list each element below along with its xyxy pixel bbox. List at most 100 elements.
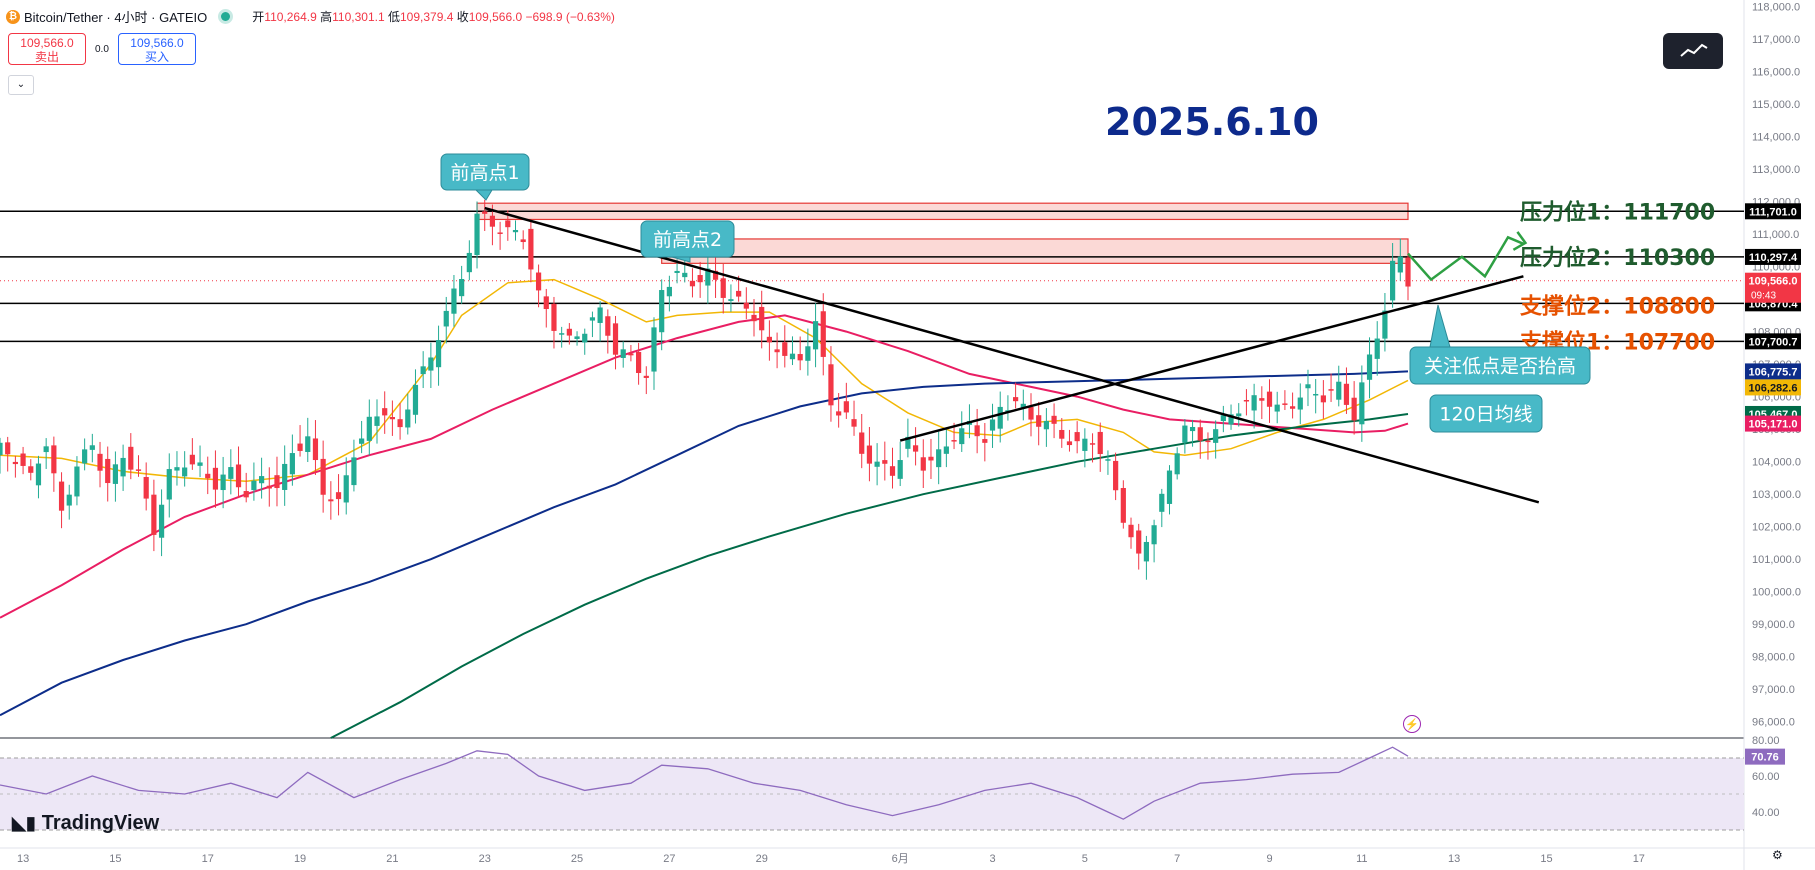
- drawing-tool-button[interactable]: [1663, 33, 1723, 69]
- candle-body: [782, 342, 788, 356]
- candle: [266, 467, 272, 507]
- time-tick-label: 11: [1356, 853, 1367, 865]
- candle: [828, 346, 834, 422]
- candle-body: [1251, 395, 1257, 411]
- candle: [1351, 381, 1357, 435]
- candle: [1028, 393, 1034, 437]
- candle: [12, 455, 18, 478]
- time-tick-label: 5: [1082, 853, 1088, 865]
- candle-body: [1151, 525, 1157, 545]
- candle-body: [674, 270, 680, 273]
- candle-body: [428, 357, 434, 371]
- candle: [320, 440, 326, 513]
- candle-body: [1143, 541, 1150, 562]
- candle-body: [82, 449, 88, 464]
- candle: [1359, 365, 1365, 442]
- buy-button[interactable]: 109,566.0 买入: [118, 33, 196, 65]
- candle-body: [974, 425, 980, 437]
- level-price-tag-text: 107,700.7: [1749, 336, 1798, 348]
- candle-body: [605, 316, 611, 336]
- candle-body: [359, 438, 365, 444]
- candle-body: [582, 333, 588, 343]
- candle-body: [1382, 310, 1388, 339]
- trendline-2: [899, 275, 1524, 442]
- lightning-icon[interactable]: ⚡: [1403, 715, 1421, 733]
- candle: [728, 284, 734, 312]
- candle: [643, 366, 649, 395]
- candle-body: [297, 443, 303, 451]
- candle: [1136, 523, 1142, 570]
- candle-body: [66, 494, 72, 506]
- tradingview-logo[interactable]: ◣▮ TradingView: [12, 812, 159, 835]
- candle: [382, 391, 388, 434]
- candle: [335, 474, 342, 516]
- candle-body: [1059, 429, 1065, 439]
- candle-body: [1082, 438, 1088, 451]
- candle: [582, 328, 588, 355]
- candle-body: [174, 467, 180, 471]
- candle-body: [320, 458, 326, 495]
- candle: [689, 268, 696, 298]
- projection-arrowhead: [1512, 231, 1528, 251]
- spread-value: 0.0: [95, 44, 109, 55]
- callout-box-2: [640, 220, 735, 258]
- time-tick-label: 25: [571, 853, 583, 865]
- price-tick-label: 115,000.0: [1752, 99, 1800, 111]
- tradingview-logo-text: TradingView: [41, 812, 160, 834]
- callout-text-2: 前高点2: [653, 229, 722, 251]
- candle: [612, 315, 619, 370]
- candle-body: [1159, 493, 1165, 512]
- candle: [351, 439, 357, 492]
- candle-body: [943, 446, 949, 454]
- candle-body: [1066, 441, 1073, 446]
- candle-body: [566, 328, 572, 336]
- candle: [866, 427, 873, 482]
- candle-body: [451, 288, 457, 314]
- candle-body: [1105, 459, 1111, 461]
- candle: [1289, 392, 1296, 419]
- callout-tail-3: [1429, 304, 1451, 348]
- candle-body: [528, 228, 534, 270]
- candle-body: [266, 485, 272, 489]
- candle-body: [1359, 382, 1365, 425]
- callout-text-1: 前高点1: [450, 162, 519, 184]
- sell-button[interactable]: 109,566.0 卖出: [8, 33, 86, 65]
- rsi-tick-label: 80.00: [1752, 735, 1780, 747]
- candle-body: [112, 464, 119, 484]
- candle-body: [520, 239, 526, 243]
- price-tick-label: 101,000.0: [1752, 554, 1801, 566]
- candle-body: [789, 353, 796, 360]
- candle: [712, 256, 719, 298]
- candle: [1043, 408, 1049, 447]
- candle-body: [382, 408, 388, 416]
- candle: [328, 481, 334, 520]
- price-tick-label: 102,000.0: [1752, 522, 1801, 534]
- candle: [1366, 337, 1373, 399]
- candle: [1066, 429, 1073, 452]
- candle-body: [420, 366, 426, 375]
- collapse-legend-button[interactable]: ⌄: [8, 75, 34, 95]
- candle-body: [20, 453, 26, 466]
- change-value: −698.9 (−0.63%): [525, 10, 615, 24]
- candle-body: [543, 296, 549, 310]
- candle: [197, 445, 203, 478]
- candle-body: [612, 323, 619, 355]
- candle: [1305, 369, 1311, 407]
- candle: [282, 445, 288, 506]
- candle: [74, 456, 80, 506]
- rsi-line: [0, 746, 1409, 820]
- candle: [912, 427, 919, 466]
- candle-body: [366, 416, 372, 441]
- candle: [128, 433, 134, 480]
- candle: [174, 451, 180, 486]
- reset-axis-icon[interactable]: ⚙: [1772, 848, 1783, 862]
- price-tick-label: 111,000.0: [1752, 229, 1799, 241]
- candle: [1213, 420, 1219, 459]
- symbol-title[interactable]: Bitcoin/Tether · 4小时 · GATEIO: [24, 10, 208, 25]
- candle: [535, 264, 542, 308]
- time-tick-label: 17: [1633, 853, 1645, 865]
- candle: [674, 259, 680, 284]
- candle-body: [343, 475, 349, 503]
- candle-body: [859, 432, 865, 454]
